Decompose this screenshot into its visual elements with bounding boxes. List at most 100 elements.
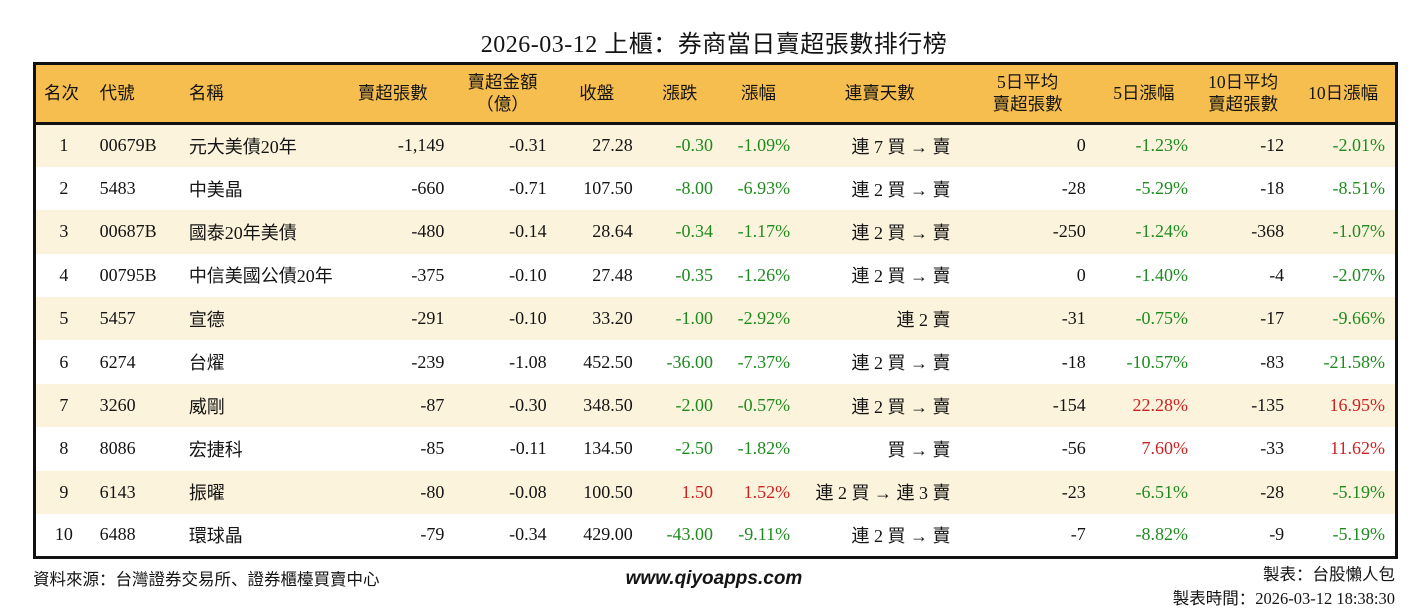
header-pct10: 10日漲幅 [1291,63,1397,125]
cell-code: 5483 [99,178,136,199]
cell-pct5: -1.40% [1135,264,1188,285]
cell-avg10: -135 [1251,395,1285,416]
cell-avg5: -154 [1052,395,1086,416]
cell-avg5: -23 [1061,481,1086,502]
cell-pct5: -10.57% [1126,351,1188,372]
header-change-pct: 漲幅 [719,63,798,125]
cell-rank: 8 [59,438,69,459]
ranking-table: 名次 代號 名稱 賣超張數 賣超金額 （億） 收盤 漲跌 漲幅 連賣天數 5日平… [33,62,1398,559]
cell-avg10: -4 [1269,264,1285,285]
cell-close: 134.50 [583,438,633,459]
cell-close: 100.50 [583,481,633,502]
cell-avg5: -56 [1061,438,1086,459]
cell-change: -8.00 [675,178,713,199]
cell-close: 27.28 [592,135,633,156]
cell-pct10: -21.58% [1323,351,1386,372]
cell-name: 元大美債20年 [188,136,297,157]
header-row: 名次 代號 名稱 賣超張數 賣超金額 （億） 收盤 漲跌 漲幅 連賣天數 5日平… [34,63,1397,125]
cell-amount: -0.34 [509,524,547,545]
cell-change: -0.30 [675,135,713,156]
cell-avg10: -33 [1260,438,1285,459]
cell-amount: -0.10 [509,264,547,285]
cell-rank: 6 [59,351,69,372]
cell-name: 中信美國公債20年 [188,266,333,287]
cell-close: 429.00 [583,524,633,545]
cell-avg5: -18 [1061,351,1086,372]
cell-rank: 10 [54,524,73,545]
cell-change-pct: -1.82% [737,438,791,459]
cell-pct5: -0.75% [1135,308,1188,329]
cell-code: 00679B [99,135,157,156]
cell-name: 國泰20年美債 [188,222,297,243]
cell-name: 威剛 [188,396,225,417]
header-close: 收盤 [553,63,640,125]
header-amount: 賣超金額 （億） [451,63,554,125]
cell-streak: 連 2 買 → 賣 [851,222,951,243]
header-pct5: 5日漲幅 [1092,63,1195,125]
table-row: 2 5483 中美晶 -660 -0.71 107.50 -8.00 -6.93% 連 2 買 … [34,166,1397,211]
cell-change: -0.35 [675,264,713,285]
cell-net-sell: -1,149 [397,135,445,156]
cell-pct5: 22.28% [1132,395,1188,416]
cell-streak: 買 → 賣 [887,439,951,460]
cell-net-sell: -480 [411,221,445,242]
cell-avg10: -17 [1260,308,1285,329]
cell-rank: 9 [59,481,69,502]
cell-change: -0.34 [675,221,713,242]
cell-net-sell: -660 [411,178,445,199]
cell-rank: 2 [59,178,69,199]
cell-change: -2.00 [675,395,713,416]
cell-name: 振曜 [188,483,225,504]
cell-name: 台燿 [188,353,225,374]
cell-code: 00795B [99,264,157,285]
page-title: 2026-03-12 上櫃：券商當日賣超張數排行榜 [480,32,948,58]
cell-amount: -0.11 [509,438,547,459]
cell-change-pct: -0.57% [737,395,791,416]
cell-rank: 3 [59,221,69,242]
cell-pct5: -6.51% [1135,481,1188,502]
cell-streak: 連 2 買 → 賣 [851,525,951,546]
cell-streak: 連 2 買 → 賣 [851,353,951,374]
cell-net-sell: -375 [411,264,445,285]
table-row: 8 8086 宏捷科 -85 -0.11 134.50 -2.50 -1.82% 買 → 賣 -5… [34,427,1397,471]
cell-pct10: -2.01% [1332,135,1386,156]
cell-pct10: -5.19% [1332,481,1386,502]
table-row: 6 6274 台燿 -239 -1.08 452.50 -36.00 -7.37% 連 2 買 … [34,340,1397,384]
cell-net-sell: -239 [411,351,445,372]
table-row: 5 5457 宣德 -291 -0.10 33.20 -1.00 -2.92% 連 2 賣 -31… [34,297,1397,341]
cell-net-sell: -80 [420,481,445,502]
cell-net-sell: -79 [420,524,445,545]
timestamp-text: 製表時間：2026-03-12 18:38:30 [1172,589,1395,608]
cell-pct5: -8.82% [1135,524,1188,545]
cell-avg10: -12 [1260,135,1285,156]
header-change: 漲跌 [639,63,720,125]
cell-change-pct: -6.93% [737,178,791,199]
cell-net-sell: -291 [411,308,445,329]
cell-avg10: -368 [1251,221,1285,242]
header-avg10: 10日平均 賣超張數 [1194,63,1292,125]
cell-streak: 連 2 買 → 賣 [851,396,951,417]
cell-amount: -0.14 [509,221,547,242]
cell-pct5: -1.23% [1135,135,1188,156]
header-streak: 連賣天數 [797,63,963,125]
cell-amount: -0.30 [509,395,547,416]
cell-close: 452.50 [583,351,633,372]
cell-code: 5457 [99,308,136,329]
cell-rank: 1 [59,135,69,156]
cell-net-sell: -87 [420,395,445,416]
cell-avg5: -7 [1070,524,1086,545]
cell-avg5: 0 [1076,264,1086,285]
cell-name: 宣德 [188,309,225,330]
website-text: www.qiyoapps.com [625,568,803,589]
cell-amount: -0.71 [509,178,547,199]
cell-streak: 連 7 買 → 賣 [851,136,951,157]
cell-amount: -1.08 [509,351,547,372]
cell-rank: 7 [59,395,69,416]
cell-avg5: -28 [1061,178,1086,199]
cell-close: 348.50 [583,395,633,416]
table-row: 1 00679B 元大美債20年 -1,149 -0.31 27.28 -0.30 -1.09… [34,123,1397,167]
cell-pct10: -8.51% [1332,178,1386,199]
cell-change-pct: -1.26% [737,264,791,285]
cell-code: 8086 [99,438,136,459]
cell-close: 27.48 [592,264,633,285]
